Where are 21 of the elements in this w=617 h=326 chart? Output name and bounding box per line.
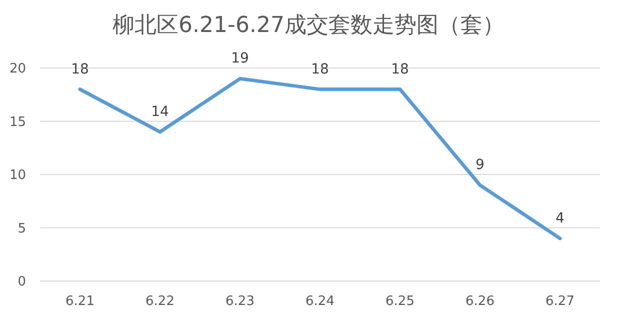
data-label: 19	[231, 50, 249, 67]
data-label: 4	[556, 210, 565, 226]
data-label: 14	[151, 104, 169, 120]
x-tick-label: 6.25	[386, 294, 414, 309]
y-tick-label: 0	[18, 274, 26, 290]
chart-title: 柳北区6.21-6.27成交套数走势图（套）	[112, 13, 504, 38]
data-label: 9	[476, 157, 484, 174]
data-label: 18	[311, 61, 329, 78]
y-tick-label: 20	[9, 62, 26, 77]
x-tick-label: 6.23	[226, 294, 254, 309]
x-tick-label: 6.24	[306, 294, 334, 309]
y-tick-label: 15	[9, 114, 26, 130]
x-tick-label: 6.21	[66, 294, 94, 309]
x-tick-label: 6.26	[466, 294, 494, 309]
x-tick-label: 6.22	[146, 294, 174, 309]
data-label: 18	[391, 61, 409, 78]
line-series	[78, 76, 562, 240]
x-tick-label: 6.27	[546, 294, 574, 309]
y-tick-label: 10	[9, 168, 26, 184]
y-tick-label: 5	[18, 221, 26, 236]
data-label: 18	[71, 61, 89, 78]
